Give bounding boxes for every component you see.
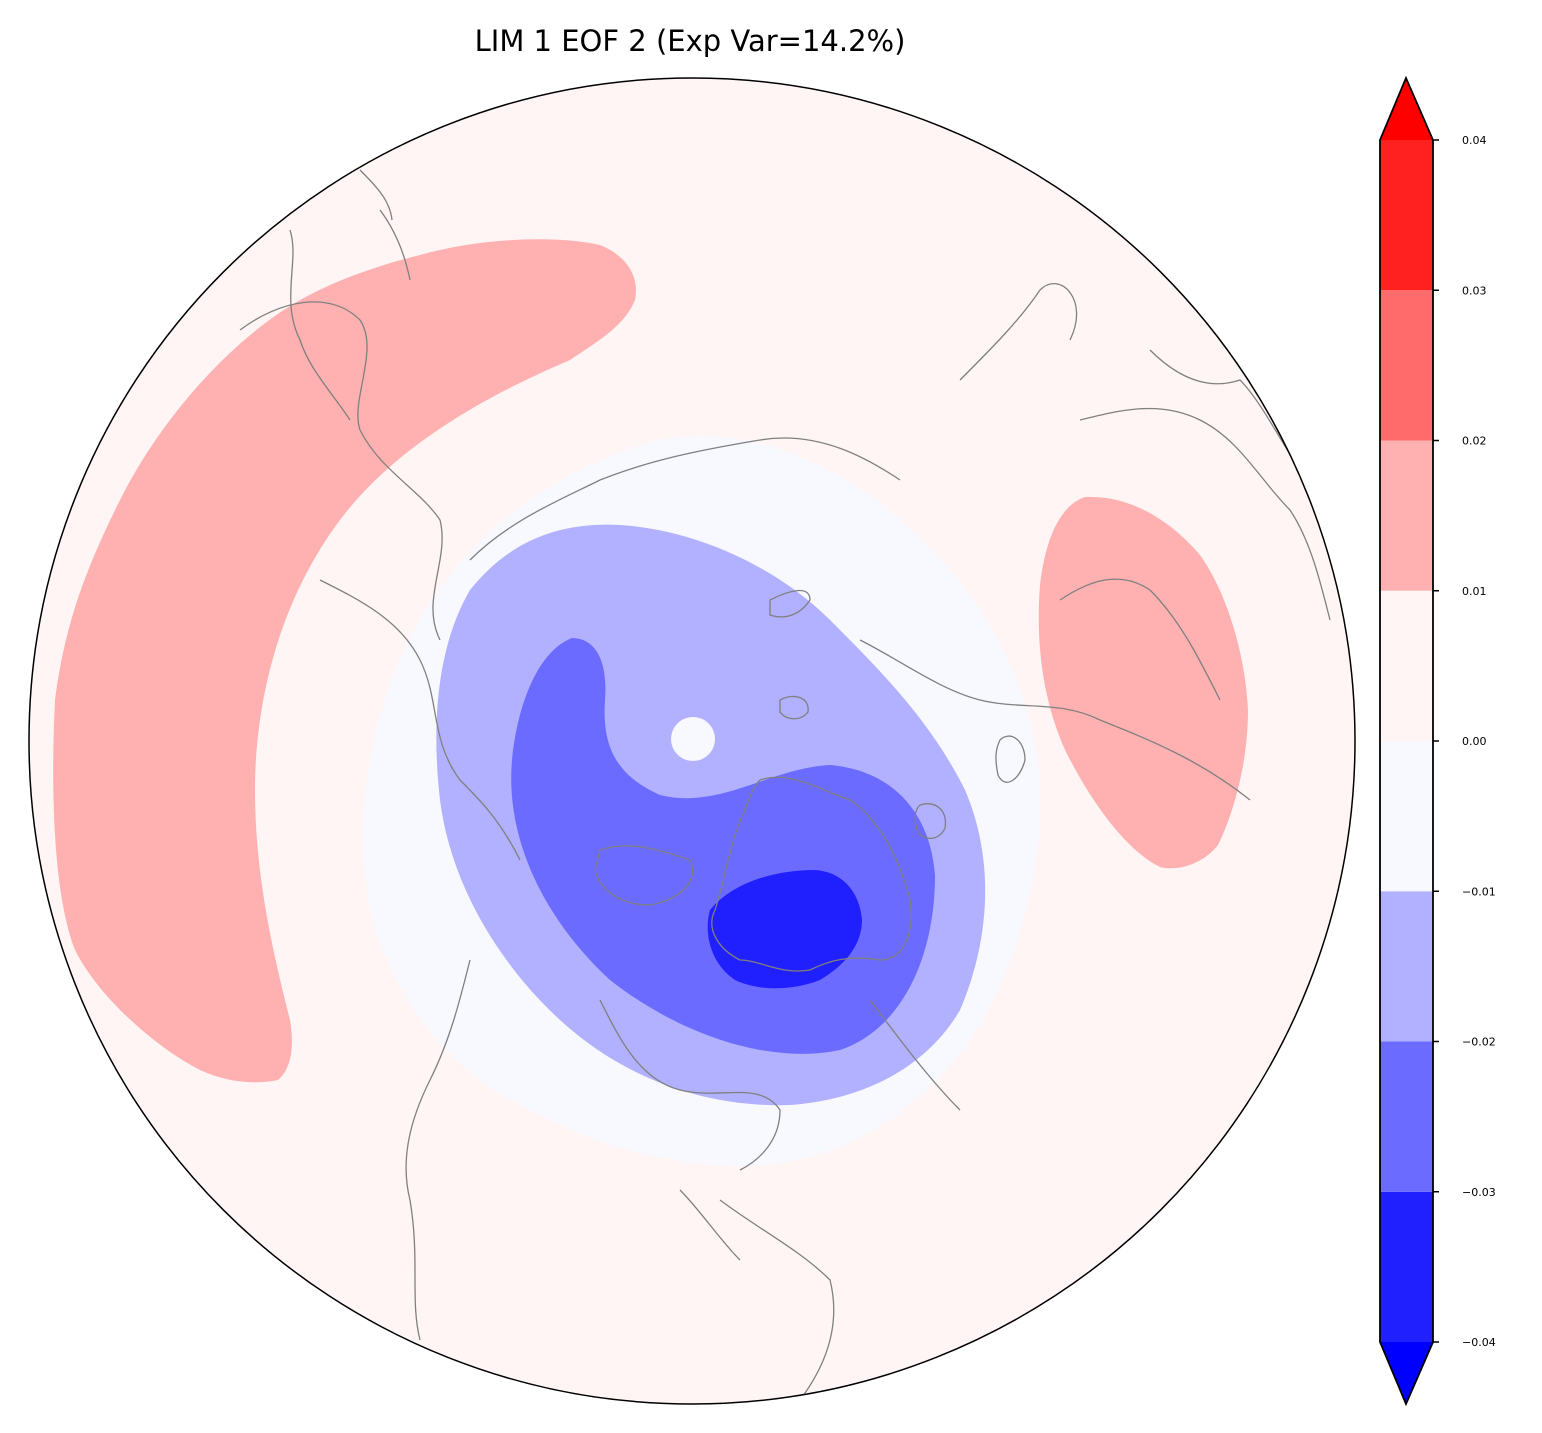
coastline-scandinavia [1059,578,1221,701]
colorbar-tick-label: −0.01 [1462,885,1496,898]
colorbar-tick-label: −0.03 [1462,1186,1496,1199]
colorbar-segment [1380,440,1433,591]
coastline-iceland [914,803,947,839]
coastline-arctic-archipelago [594,845,694,906]
north-pacific-positive-band [53,239,636,1083]
coastline-europe-north [859,639,1251,801]
colorbar-tick-label: 0.04 [1462,134,1487,147]
coastline-hudson-bay [599,999,781,1171]
coastline-greenland [711,776,912,972]
map-area [29,78,1355,1404]
colorbar-segment [1380,590,1433,741]
colorbar-tick-label: 0.03 [1462,284,1487,297]
polar-hole-neutral [671,717,715,761]
coastline-japan [359,169,411,281]
colorbar-extend-min [1380,1342,1433,1404]
map-boundary [28,77,1356,1405]
greenland-negative-core [707,870,862,989]
colorbar-tick-label: 0.00 [1462,735,1487,748]
colorbar-tick-label: −0.04 [1462,1336,1496,1349]
coastlines [239,169,1331,1401]
coastline-middle-east [1149,349,1301,471]
coastline-britain [995,735,1026,783]
coastline-kamchatka [289,229,351,421]
colorbar-tick-label: −0.02 [1462,1036,1496,1049]
colorbar-segment [1380,140,1433,291]
coastline-labrador [869,999,961,1111]
coastline-mediterranean [1079,407,1331,621]
colorbar-segment [1380,891,1433,1042]
coastline-africa-north [959,283,1078,381]
chart-title: LIM 1 EOF 2 (Exp Var=14.2%) [474,24,906,58]
coastline-siberia-north [469,437,901,561]
colorbar-segment [1380,290,1433,441]
colorbar-segment [1380,1191,1433,1342]
coastline-novaya-zemlya [769,589,811,618]
coastline-central-america [679,1189,741,1261]
colorbar-tick-label: 0.01 [1462,585,1487,598]
coastline-svalbard [779,695,809,720]
coastline-canada-west [405,959,471,1341]
colorbar-extend-max [1380,78,1433,140]
colorbar-segment [1380,741,1433,892]
ural-positive-lobe [1038,496,1248,869]
colorbar: −0.04 −0.03 −0.02 −0.01 0.00 0.01 0.02 0.03 0.04 [1379,75,1496,1407]
colorbar-tick-label: 0.02 [1462,435,1487,448]
coastline-alaska [319,579,521,861]
coastline-north-america-east [719,1199,835,1401]
coastline-asia-east [239,301,443,641]
colorbar-segment [1380,1041,1433,1192]
